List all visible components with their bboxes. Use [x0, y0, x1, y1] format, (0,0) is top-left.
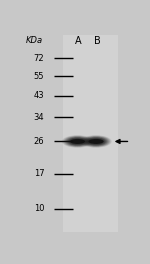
Ellipse shape [64, 136, 91, 147]
Ellipse shape [86, 137, 106, 146]
Ellipse shape [82, 136, 111, 147]
Ellipse shape [67, 137, 88, 146]
Ellipse shape [80, 135, 112, 148]
Text: B: B [94, 36, 101, 46]
Ellipse shape [62, 135, 93, 148]
Text: 26: 26 [34, 137, 44, 146]
Bar [63, 35, 118, 232]
Ellipse shape [82, 136, 110, 147]
Text: 34: 34 [34, 112, 44, 121]
Text: KDa: KDa [25, 36, 42, 45]
Ellipse shape [65, 136, 90, 147]
Ellipse shape [84, 136, 109, 147]
Ellipse shape [63, 136, 92, 147]
Text: A: A [75, 36, 82, 46]
Ellipse shape [68, 138, 87, 145]
Text: 55: 55 [34, 72, 44, 81]
Ellipse shape [64, 136, 91, 147]
Ellipse shape [88, 138, 105, 145]
Ellipse shape [83, 136, 109, 147]
Ellipse shape [69, 138, 86, 145]
Ellipse shape [88, 139, 104, 144]
Text: 17: 17 [34, 169, 44, 178]
Ellipse shape [66, 137, 89, 146]
Ellipse shape [81, 135, 111, 148]
Ellipse shape [66, 137, 89, 146]
Ellipse shape [86, 138, 106, 145]
Ellipse shape [68, 138, 87, 145]
Ellipse shape [85, 137, 107, 146]
Ellipse shape [84, 137, 108, 146]
Text: 72: 72 [34, 54, 44, 63]
Ellipse shape [62, 135, 93, 148]
Ellipse shape [87, 138, 105, 145]
Ellipse shape [70, 139, 85, 144]
Text: 43: 43 [34, 91, 44, 100]
Text: 10: 10 [34, 204, 44, 213]
